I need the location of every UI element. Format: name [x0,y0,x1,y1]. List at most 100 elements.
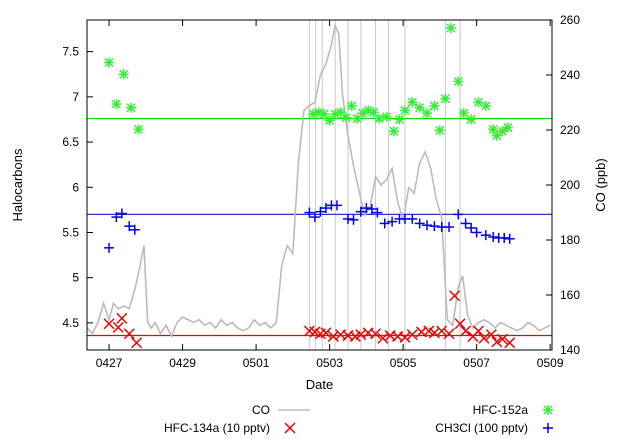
data-point [449,290,461,302]
y-tick-label: 5 [72,271,79,285]
data-point [124,221,135,232]
vertical-guide-lines [308,20,461,350]
data-point [116,312,128,324]
data-point-stroke [473,97,484,107]
data-point [440,93,451,104]
data-point-stroke [382,112,392,122]
data-point [361,203,372,214]
data-point [399,331,411,343]
data-point-stroke [406,329,418,341]
data-point [436,325,448,337]
data-point-stroke [123,328,135,340]
legend-label: CO [252,403,270,417]
data-point-stroke [481,101,491,111]
data-point [485,329,497,341]
x-tick-label: 0507 [463,356,490,370]
data-point [458,108,469,119]
data-point [460,325,472,337]
data-point-stroke [459,108,469,118]
series-co [86,22,551,339]
data-point [488,124,499,135]
y2-axis-label: CO (ppb) [593,158,608,211]
data-point [414,102,425,113]
x-tick-label: 0429 [169,356,196,370]
data-point-stroke [496,333,508,345]
data-point-stroke [319,109,329,119]
x-tick-label: 0503 [316,356,343,370]
series-hfc-152a [104,23,513,141]
data-point [422,108,433,119]
data-point-stroke [126,103,136,113]
data-point [104,242,115,253]
data-point [129,224,140,235]
y2-tick-label: 200 [560,178,580,192]
data-point [472,325,485,337]
data-point [320,203,331,214]
data-point-stroke [116,312,128,324]
data-point [502,122,513,133]
legend-swatch [543,423,553,433]
data-point [429,221,440,232]
legend-swatch-stroke [284,422,296,434]
data-point [374,113,385,124]
data-point-stroke [370,328,382,340]
data-point [497,126,508,137]
data-point [499,232,510,243]
data-point-stroke [466,114,476,124]
data-point-stroke [394,114,404,124]
data-point [372,207,383,218]
data-point [103,318,115,330]
y-axis-label: Halocarbons [10,148,25,221]
data-point [118,69,129,80]
data-point-stroke [478,332,490,344]
data-point [381,111,392,122]
data-point-stroke [355,329,367,341]
data-point-stroke [422,108,432,118]
data-point [330,109,341,120]
data-point-stroke [504,337,516,349]
data-point-stroke [303,325,315,337]
data-point [309,212,320,223]
data-point-stroke [309,326,321,338]
data-point-stroke [503,123,513,133]
data-point-stroke [407,97,417,107]
data-point-stroke [454,318,466,330]
data-point-stroke [436,325,448,337]
data-point [348,214,359,225]
data-point-stroke [336,107,346,117]
data-point-stroke [399,331,411,343]
y2-tick-label: 220 [560,123,580,137]
x-tick-label: 0509 [537,356,564,370]
series-layer [86,22,551,349]
data-point [406,329,418,341]
data-point [111,99,122,110]
data-point [504,337,516,349]
x-tick-label: 0505 [390,356,417,370]
y-tick-label: 7.5 [62,45,79,59]
y-tick-label: 7 [72,90,79,104]
data-point [491,336,503,348]
data-point [504,233,515,244]
data-point-stroke [347,101,357,111]
data-point [133,124,144,135]
data-point-stroke [389,126,399,136]
data-point-stroke [112,321,124,333]
data-point-stroke [491,336,503,348]
data-point [324,115,335,126]
y2-tick-label: 180 [560,233,580,247]
data-point-stroke [472,325,485,337]
data-point-stroke [485,329,497,341]
data-point-stroke [423,325,435,337]
data-point [377,332,389,344]
data-point [304,207,315,218]
data-point [387,216,398,227]
data-point [488,231,499,242]
data-point [388,126,399,137]
data-point-stroke [308,109,318,119]
y-tick-label: 5.5 [62,225,79,239]
data-point [466,222,477,233]
data-point [116,208,127,219]
data-point [434,125,445,136]
data-point-stroke [415,103,425,113]
